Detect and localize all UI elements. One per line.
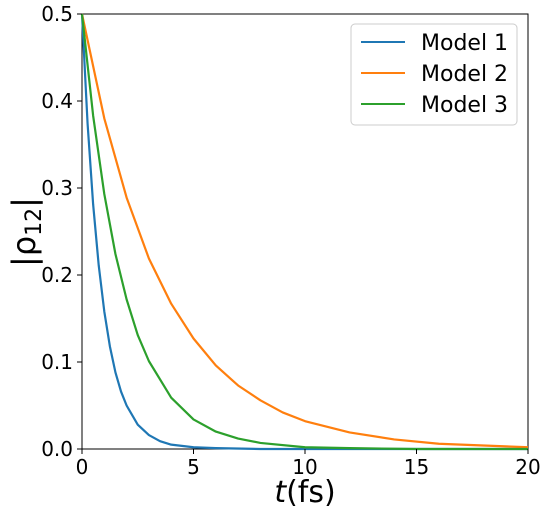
y-axis-label-open: |ρ bbox=[5, 236, 43, 267]
series-line-model-2 bbox=[80, 13, 529, 449]
y-axis-label: |ρ12| bbox=[5, 197, 47, 267]
y-axis: 0.0 0.1 0.2 0.3 0.4 0.5 bbox=[41, 2, 82, 461]
x-tick-label: 5 bbox=[187, 455, 200, 479]
series-layer bbox=[80, 13, 529, 451]
legend-label-model-1: Model 1 bbox=[421, 31, 508, 56]
x-axis: 0 5 10 15 20 bbox=[76, 449, 541, 479]
y-tick-label: 0.1 bbox=[41, 350, 73, 374]
y-tick-label: 0.3 bbox=[41, 176, 73, 200]
legend-label-model-2: Model 2 bbox=[421, 62, 508, 87]
x-axis-label: t(fs) bbox=[274, 475, 335, 510]
x-tick-label: 10 bbox=[292, 455, 317, 479]
series-line-model-3 bbox=[80, 13, 528, 451]
y-axis-label-close: | bbox=[5, 197, 43, 208]
y-tick-label: 0.0 bbox=[41, 437, 73, 461]
series-line-model-1 bbox=[80, 13, 528, 451]
legend-label-model-3: Model 3 bbox=[421, 93, 508, 118]
legend-box bbox=[350, 23, 518, 126]
x-tick-label: 0 bbox=[76, 455, 89, 479]
x-tick-label: 15 bbox=[404, 455, 429, 479]
y-tick-label: 0.2 bbox=[41, 263, 73, 287]
legend: Model 1 Model 2 Model 3 bbox=[350, 23, 518, 126]
x-axis-label-unit: (fs) bbox=[286, 475, 336, 510]
x-tick-label: 20 bbox=[515, 455, 540, 479]
y-tick-label: 0.5 bbox=[41, 2, 73, 26]
y-tick-label: 0.4 bbox=[41, 89, 73, 113]
y-axis-label-subscript: 12 bbox=[22, 208, 47, 236]
x-axis-label-variable: t bbox=[274, 475, 287, 510]
